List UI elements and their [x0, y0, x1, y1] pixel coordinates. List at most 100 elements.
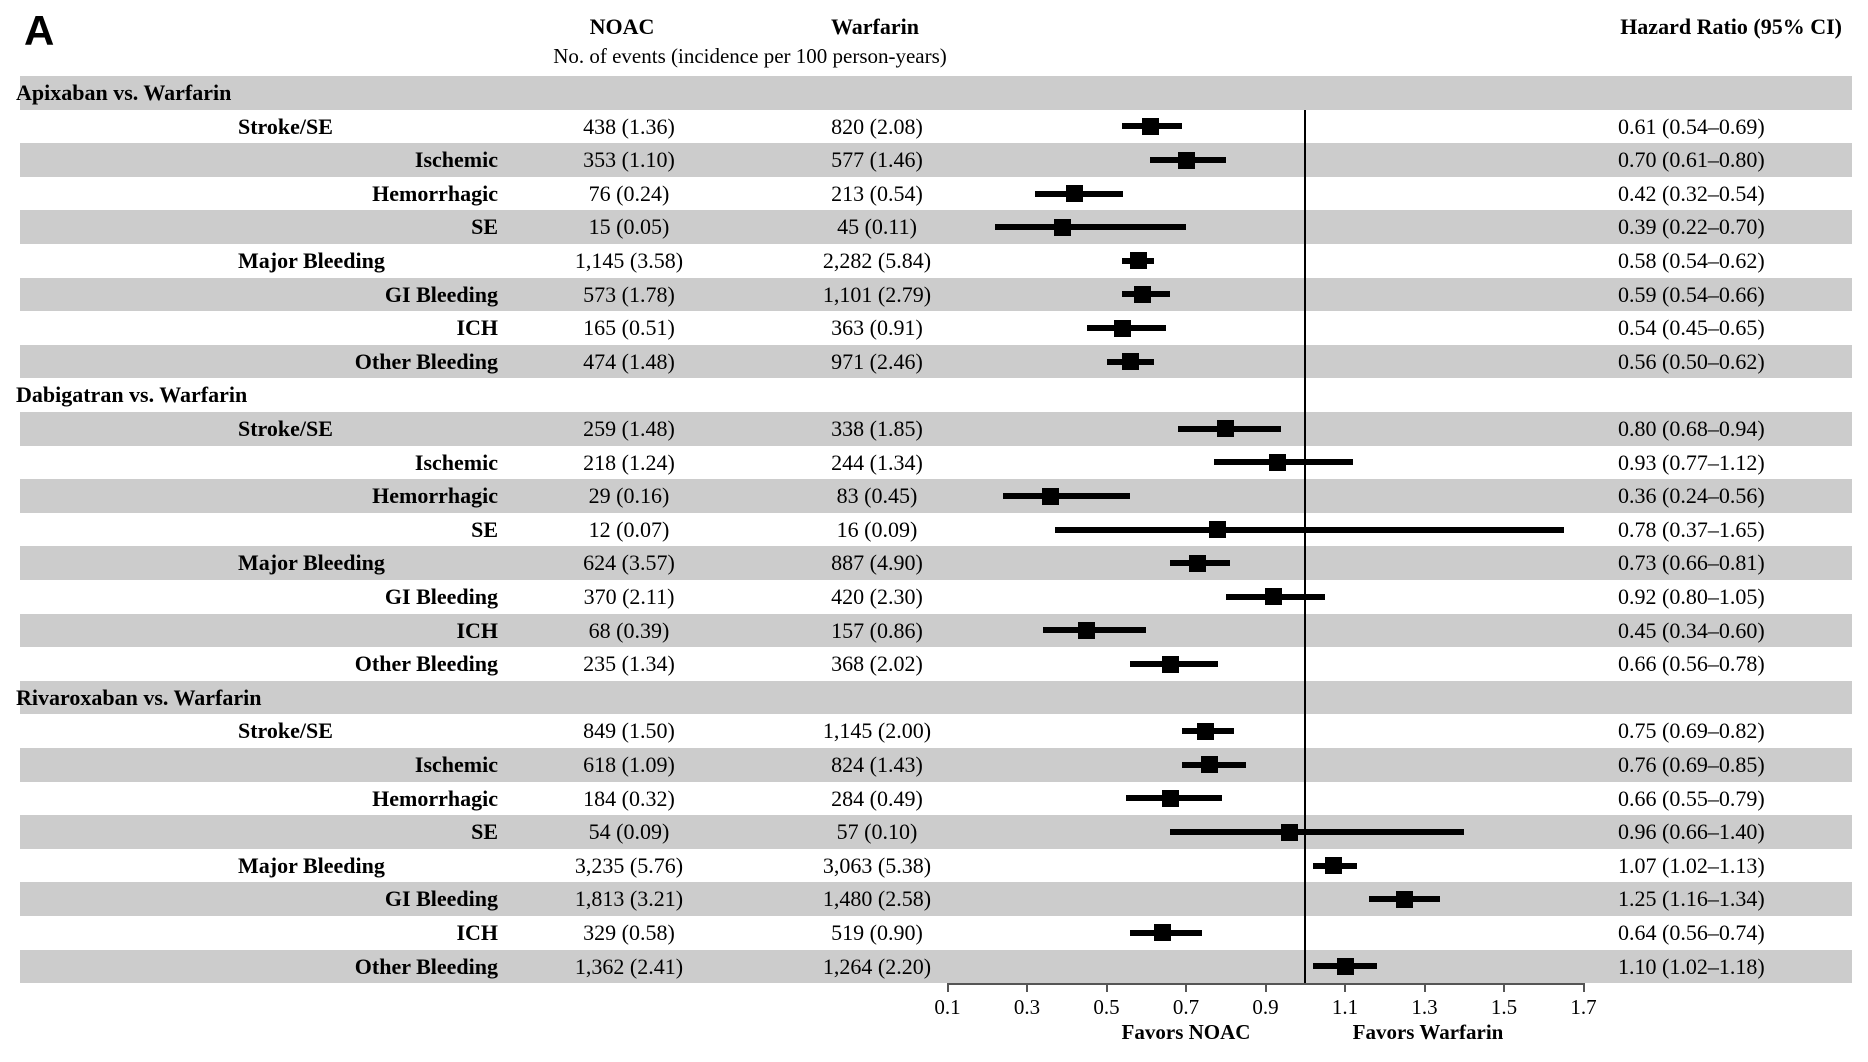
noac-value: 165 (0.51) [583, 315, 675, 341]
hr-value: 0.96 (0.66–1.40) [1618, 819, 1765, 845]
axis-tick [1105, 983, 1108, 992]
ci-line [1054, 526, 1564, 533]
row-label: Other Bleeding [354, 348, 498, 374]
hr-value: 0.66 (0.56–0.78) [1618, 651, 1765, 677]
noac-value: 438 (1.36) [583, 113, 675, 139]
hr-value: 1.07 (1.02–1.13) [1618, 852, 1765, 878]
warfarin-value: 1,101 (2.79) [822, 281, 932, 307]
warfarin-value: 971 (2.46) [831, 348, 923, 374]
point-marker [1209, 521, 1227, 539]
hr-value: 0.78 (0.37–1.65) [1618, 516, 1765, 542]
ci-line [1170, 829, 1465, 835]
row-label: Stroke/SE [238, 416, 333, 441]
row-label: SE [471, 819, 498, 845]
point-marker [1078, 621, 1096, 639]
warfarin-value: 16 (0.09) [836, 516, 918, 542]
warfarin-value: 1,264 (2.20) [822, 953, 932, 979]
row-stripe [20, 412, 1852, 446]
row-stripe [20, 143, 1852, 177]
hr-value: 0.61 (0.54–0.69) [1618, 113, 1765, 139]
warfarin-value: 820 (2.08) [831, 113, 923, 139]
hr-value: 0.56 (0.50–0.62) [1618, 348, 1765, 374]
row-label: Hemorrhagic [372, 180, 498, 206]
column-header-noac: NOAC [589, 14, 655, 39]
axis-tick-label: 0.5 [1093, 995, 1120, 1019]
row-label: ICH [456, 315, 498, 341]
warfarin-value: 1,480 (2.58) [822, 886, 932, 912]
hr-value: 0.92 (0.80–1.05) [1618, 584, 1765, 609]
row-stripe [20, 76, 1852, 110]
favors-warfarin-label: Favors Warfarin [1352, 1020, 1504, 1044]
axis-tick [1185, 983, 1187, 992]
noac-value: 618 (1.09) [583, 752, 675, 777]
row-stripe [20, 815, 1852, 849]
row-label: Ischemic [414, 147, 498, 173]
row-label: Major Bleeding [238, 550, 385, 576]
hr-value: 0.54 (0.45–0.65) [1618, 315, 1765, 341]
panel-label: A [24, 7, 55, 54]
axis-tick [946, 983, 949, 992]
hr-value: 0.58 (0.54–0.62) [1618, 248, 1765, 273]
row-stripe [20, 680, 1852, 715]
noac-value: 54 (0.09) [588, 819, 670, 845]
noac-value: 235 (1.34) [583, 651, 675, 677]
favors-noac-label: Favors NOAC [1121, 1020, 1251, 1044]
point-marker [1189, 554, 1207, 572]
point-marker [1177, 151, 1195, 169]
row-stripe [20, 546, 1852, 580]
row-label: Major Bleeding [238, 248, 385, 273]
hr-value: 0.39 (0.22–0.70) [1618, 214, 1765, 240]
noac-value: 1,362 (2.41) [574, 953, 684, 979]
axis-tick [1582, 983, 1585, 992]
column-subheader-events: No. of events (incidence per 100 person-… [553, 44, 947, 68]
point-marker [1201, 756, 1219, 774]
hr-value: 0.64 (0.56–0.74) [1618, 920, 1765, 945]
row-label: ICH [456, 617, 498, 643]
point-marker [1129, 252, 1147, 270]
row-label: GI Bleeding [384, 584, 498, 609]
axis-tick [1503, 983, 1505, 992]
point-marker [1324, 857, 1342, 875]
noac-value: 184 (0.32) [583, 785, 675, 811]
hr-value: 1.25 (1.16–1.34) [1618, 886, 1765, 912]
hr-value: 0.76 (0.69–0.85) [1618, 752, 1765, 777]
warfarin-value: 157 (0.86) [831, 617, 923, 643]
row-label: Hemorrhagic [372, 785, 498, 811]
warfarin-value: 887 (4.90) [831, 550, 923, 576]
point-marker [1042, 487, 1060, 505]
row-stripe [20, 479, 1852, 513]
row-label: GI Bleeding [384, 281, 498, 307]
warfarin-value: 45 (0.11) [837, 214, 917, 240]
axis-tick-label: 1.3 [1411, 995, 1438, 1019]
row-label: Stroke/SE [238, 113, 333, 139]
row-stripe [20, 344, 1852, 379]
warfarin-value: 368 (2.02) [831, 651, 923, 677]
point-marker [1054, 218, 1072, 236]
hr-value: 0.45 (0.34–0.60) [1618, 617, 1765, 643]
noac-value: 370 (2.11) [583, 584, 675, 609]
noac-value: 353 (1.10) [583, 147, 675, 173]
point-marker [1161, 655, 1179, 673]
hr-value: 1.10 (1.02–1.18) [1618, 953, 1765, 979]
row-stripe [20, 613, 1852, 648]
noac-value: 3,235 (5.76) [574, 852, 684, 878]
warfarin-value: 213 (0.54) [831, 180, 923, 206]
reference-line [1304, 109, 1307, 983]
hr-value: 0.93 (0.77–1.12) [1618, 449, 1765, 475]
row-label: Hemorrhagic [372, 483, 498, 509]
hr-value: 0.59 (0.54–0.66) [1618, 281, 1765, 307]
point-marker [1217, 420, 1235, 438]
row-label: Major Bleeding [238, 852, 385, 878]
noac-value: 29 (0.16) [588, 483, 670, 509]
row-label: Ischemic [414, 449, 498, 475]
warfarin-value: 57 (0.10) [836, 819, 918, 845]
group-header: Rivaroxaban vs. Warfarin [16, 684, 262, 710]
warfarin-value: 83 (0.45) [836, 483, 918, 509]
warfarin-value: 244 (1.34) [831, 449, 923, 475]
column-header-hazard-ratio: Hazard Ratio (95% CI) [1620, 14, 1842, 39]
point-marker [1268, 453, 1286, 471]
axis-tick-label: 1.1 [1331, 995, 1359, 1019]
warfarin-value: 1,145 (2.00) [822, 718, 932, 744]
point-marker [1280, 823, 1298, 841]
row-label: Ischemic [414, 752, 498, 777]
